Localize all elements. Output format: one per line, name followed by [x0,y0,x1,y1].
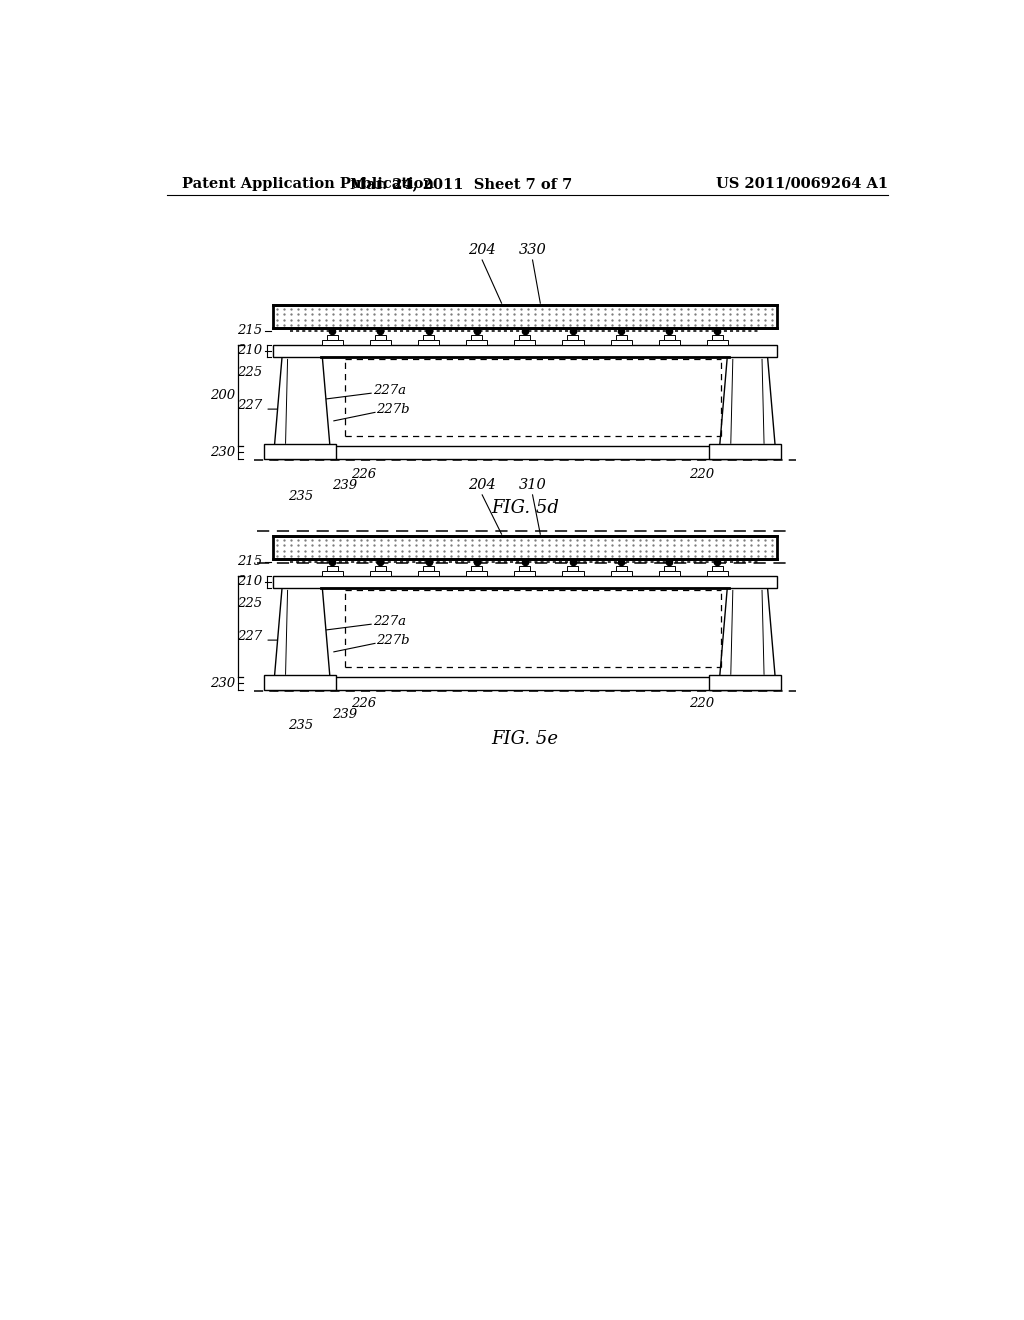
Bar [322,341,343,345]
Bar [418,572,439,576]
Text: 230: 230 [210,677,234,689]
Bar [707,341,728,345]
Text: 230: 230 [210,446,234,458]
Text: 227: 227 [237,630,262,643]
Bar [707,572,728,576]
Text: 210: 210 [237,345,262,358]
Bar [273,677,776,689]
Text: 239: 239 [333,708,357,721]
Bar [514,572,536,576]
Bar [664,335,675,341]
Bar [375,335,386,341]
Bar [610,572,632,576]
Bar [567,335,579,341]
Bar [610,341,632,345]
Bar [273,305,776,329]
Text: 220: 220 [688,469,714,480]
Text: 239: 239 [333,479,357,492]
Bar [709,675,781,689]
Bar [514,341,536,345]
Polygon shape [274,589,330,677]
Bar [263,444,336,459]
Bar [562,572,584,576]
Bar [273,345,776,358]
Text: 235: 235 [288,490,313,503]
Polygon shape [720,589,775,677]
Polygon shape [720,358,775,446]
Bar [418,341,439,345]
Bar [327,566,338,572]
Text: 330: 330 [519,243,547,257]
Text: US 2011/0069264 A1: US 2011/0069264 A1 [716,177,888,191]
Text: Patent Application Publication: Patent Application Publication [182,177,434,191]
Text: 227b: 227b [377,634,411,647]
Bar [471,335,482,341]
Text: 226: 226 [351,469,376,480]
Bar [375,566,386,572]
Bar [519,566,530,572]
Text: FIG. 5e: FIG. 5e [492,730,558,748]
Bar [658,572,680,576]
Bar [273,576,776,589]
Text: 235: 235 [288,719,313,733]
Bar [712,566,723,572]
Text: 215: 215 [237,325,262,338]
Text: 227b: 227b [377,403,411,416]
Bar [709,444,781,459]
Bar [327,335,338,341]
Bar [370,341,391,345]
Text: 204: 204 [468,243,496,257]
Bar [322,572,343,576]
Text: 226: 226 [351,697,376,710]
Polygon shape [274,358,330,446]
Text: 225: 225 [237,598,262,610]
Text: 220: 220 [688,697,714,710]
Bar [466,572,487,576]
Bar [567,566,579,572]
Bar [273,446,776,459]
Bar [712,335,723,341]
Bar [562,341,584,345]
Bar [658,341,680,345]
Text: 310: 310 [519,478,547,492]
Bar [263,675,336,689]
Text: 210: 210 [237,576,262,589]
Bar [519,335,530,341]
Text: 227a: 227a [373,384,406,396]
Text: 227a: 227a [373,615,406,627]
Bar [664,566,675,572]
Bar [423,566,434,572]
Text: 227: 227 [237,399,262,412]
Text: 215: 215 [237,556,262,569]
Text: FIG. 5d: FIG. 5d [490,499,559,517]
Bar [273,536,776,560]
Bar [471,566,482,572]
Text: 200: 200 [210,388,234,401]
Bar [466,341,487,345]
Bar [423,335,434,341]
Bar [615,335,627,341]
Text: Mar. 24, 2011  Sheet 7 of 7: Mar. 24, 2011 Sheet 7 of 7 [350,177,572,191]
Text: 204: 204 [468,478,496,492]
Bar [370,572,391,576]
Bar [615,566,627,572]
Text: 225: 225 [237,367,262,379]
